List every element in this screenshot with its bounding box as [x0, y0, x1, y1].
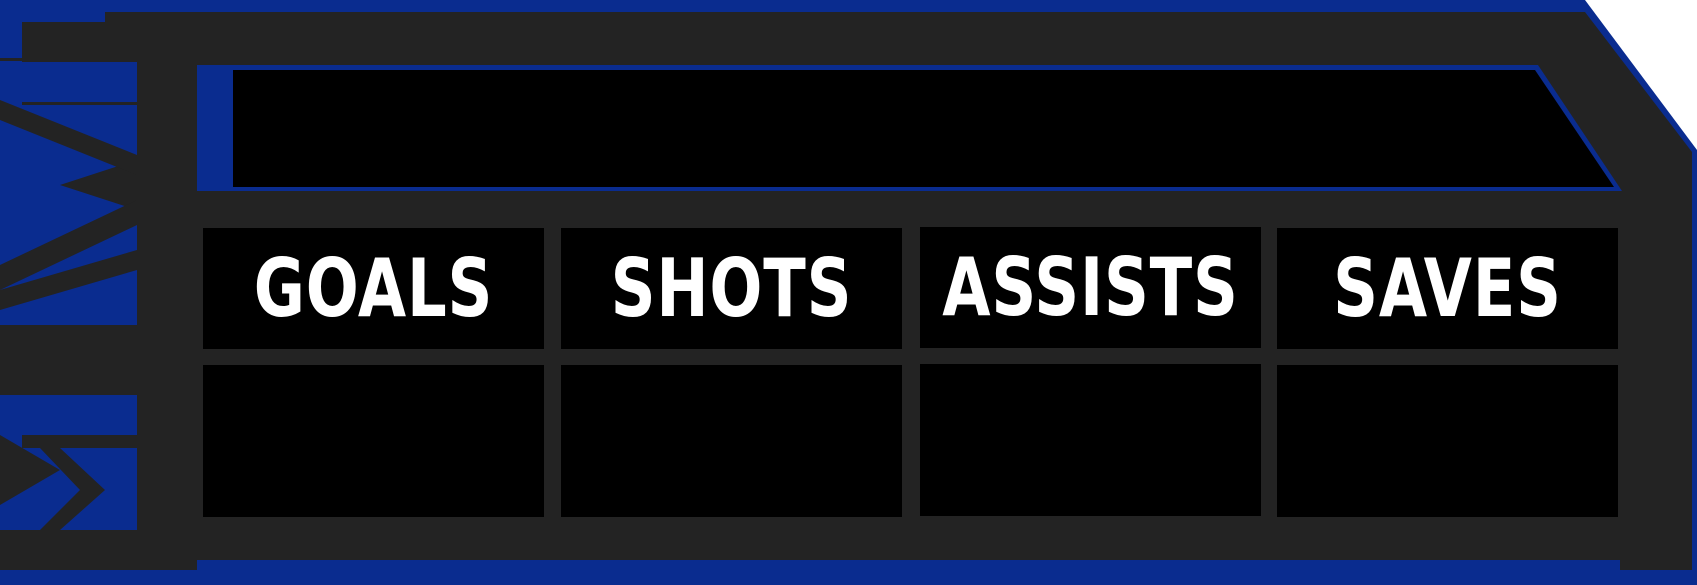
shots-value	[599, 365, 865, 517]
assists-label: ASSISTS	[942, 240, 1239, 334]
logo-stroke-6	[40, 448, 105, 530]
logo-stroke-3	[0, 250, 137, 310]
logo-stroke-4	[0, 325, 137, 395]
title-bar	[233, 70, 1614, 187]
assists-value	[958, 364, 1224, 516]
frame-notch	[0, 58, 108, 61]
logo-accent-low	[0, 395, 137, 435]
saves-label: SAVES	[1333, 241, 1562, 335]
logo-stroke-5	[0, 435, 60, 505]
saves-value	[1315, 365, 1581, 517]
saves-value-cell	[1277, 365, 1618, 517]
assists-header-cell: ASSISTS	[920, 227, 1261, 348]
shots-value-cell	[561, 365, 902, 517]
shots-label: SHOTS	[610, 241, 853, 335]
assists-value-cell	[920, 364, 1261, 516]
title-bar-text	[240, 80, 1520, 180]
logo-stroke-7	[0, 530, 137, 570]
logo-accent-top	[0, 62, 137, 102]
logo-stroke-1	[0, 100, 137, 175]
goals-label: GOALS	[253, 241, 494, 335]
shots-header-cell: SHOTS	[561, 228, 902, 349]
logo-stroke-2	[0, 200, 137, 290]
goals-value-cell	[203, 365, 544, 517]
goals-value	[241, 365, 507, 517]
logo-mark	[0, 22, 197, 570]
goals-header-cell: GOALS	[203, 228, 544, 349]
logo-divider	[137, 22, 197, 570]
saves-header-cell: SAVES	[1277, 228, 1618, 349]
